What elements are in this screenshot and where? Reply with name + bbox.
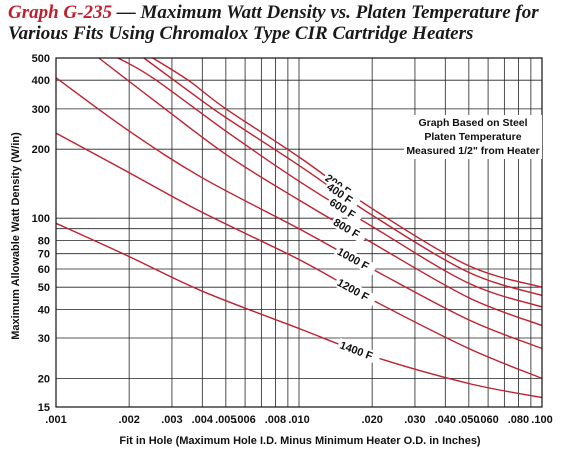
graph-title-text: — Maximum Watt Density vs. Platen Temper… <box>8 2 539 44</box>
series-label-bg <box>333 244 378 276</box>
series-label: 1200 F <box>335 277 371 304</box>
y-tick-label: 60 <box>38 264 50 276</box>
series-label-group: 1200 F <box>333 274 378 307</box>
y-tick-label: 30 <box>38 333 50 345</box>
y-tick-label: 80 <box>38 235 50 247</box>
y-tick-label: 400 <box>32 75 50 87</box>
x-tick-label: .006 <box>234 414 255 426</box>
x-tick-label: .010 <box>288 414 309 426</box>
graph-id: Graph G-235 <box>8 2 112 23</box>
series-label-group: 1000 F <box>333 244 378 276</box>
y-tick-label: 100 <box>32 213 50 225</box>
x-tick-labels: .001 .002 .003 .004.005.006 .008.010 .020 .030… <box>45 414 552 426</box>
series-label: 1400 F <box>338 340 375 363</box>
x-tick-label: .003 <box>161 414 182 426</box>
y-axis-label: Maximum Allowable Watt Density (W/in) <box>10 132 22 340</box>
plot-frame <box>55 57 543 408</box>
y-tick-label: 70 <box>38 249 50 261</box>
annotation-box: Graph Based on Steel Platen Temperature … <box>404 115 542 159</box>
y-tick-label: 15 <box>38 402 50 414</box>
y-tick-label: 40 <box>38 304 50 316</box>
x-tick-label: .050 <box>458 414 479 426</box>
series-label-bg <box>323 179 361 210</box>
y-tick-labels: 15 20 30 40 50 60 70 80 100 200 300 400 500 <box>32 53 50 414</box>
series-line-1400-f <box>55 222 543 399</box>
x-tick-label: .004 <box>192 414 214 426</box>
x-tick-label: .040 <box>435 414 456 426</box>
series-line-800-f <box>98 57 543 327</box>
series-lines <box>55 57 543 399</box>
y-tick-label: 50 <box>38 282 50 294</box>
y-tick-label: 500 <box>32 53 50 65</box>
series-line-200-f <box>152 57 543 288</box>
x-tick-label: .030 <box>404 414 425 426</box>
annotation-line-2: Platen Temperature <box>424 131 521 143</box>
x-tick-label: .060 <box>477 414 498 426</box>
series-label-bg <box>329 214 368 244</box>
series-line-1000-f <box>55 77 543 350</box>
x-tick-label: .080 <box>508 414 529 426</box>
annotation-line-1: Graph Based on Steel <box>418 117 527 129</box>
series-line-400-f <box>143 57 543 297</box>
series-line-1200-f <box>55 132 543 380</box>
x-tick-label: .008 <box>265 414 286 426</box>
series-line-600-f <box>117 57 543 308</box>
y-tick-label: 200 <box>32 144 50 156</box>
annotation-line-3: Measured 1/2" from Heater <box>406 145 539 157</box>
series-label-bg <box>325 194 364 225</box>
series-label-bg <box>333 274 378 307</box>
x-tick-label: .100 <box>531 414 552 426</box>
series-label-bg <box>336 337 382 365</box>
x-tick-label: .005 <box>215 414 236 426</box>
x-tick-label: .002 <box>118 414 139 426</box>
series-label-group: 1400 F <box>336 337 382 365</box>
chart-title: Graph G-235 — Maximum Watt Density vs. P… <box>8 2 568 44</box>
x-axis-label: Fit in Hole (Maximum Hole I.D. Minus Min… <box>119 435 481 447</box>
y-tick-label: 20 <box>38 373 50 385</box>
x-tick-label: .020 <box>361 414 382 426</box>
grid <box>55 57 543 408</box>
y-tick-label: 300 <box>32 104 50 116</box>
x-tick-label: .001 <box>45 414 66 426</box>
